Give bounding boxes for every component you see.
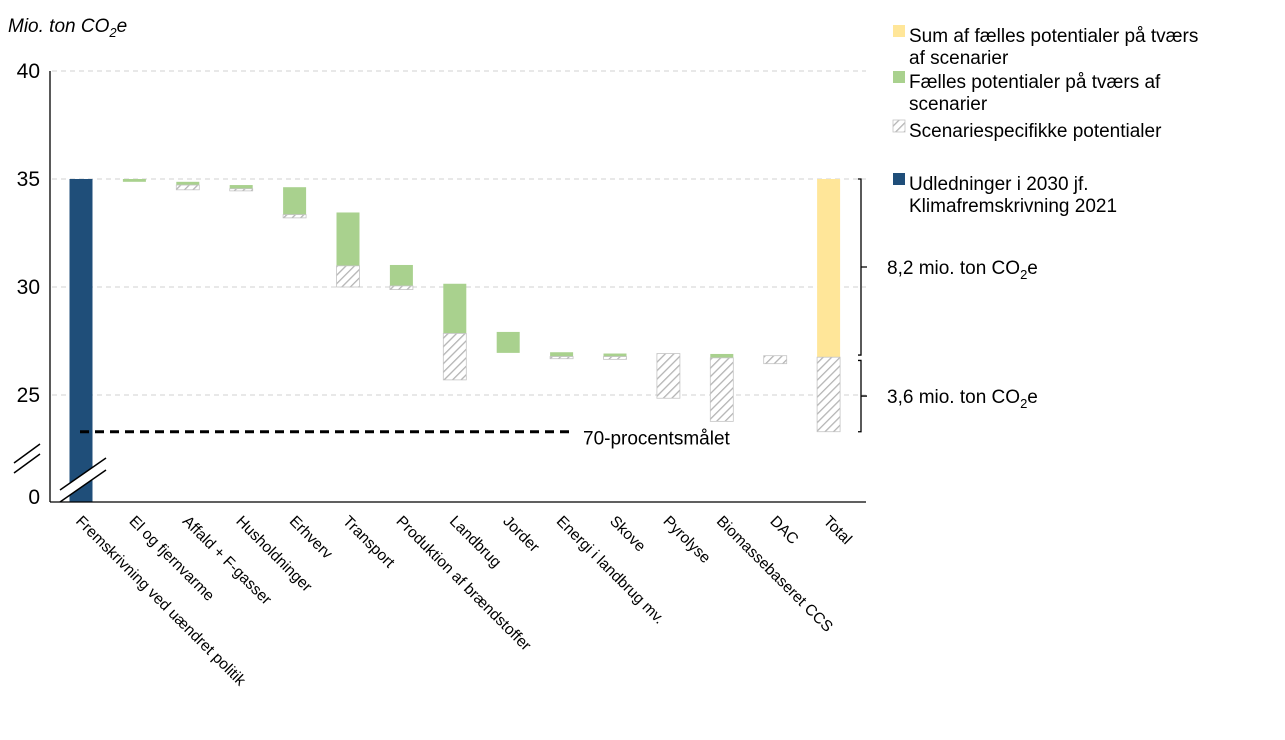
bar-specific [282,214,307,219]
bracket [858,178,867,356]
bar-common [389,264,413,286]
bar-common [443,283,467,334]
bar-common [603,353,627,357]
category-label: Total [820,513,855,548]
y-tick-label: 35 [17,168,40,191]
legend-swatch [892,119,906,133]
y-tick-label: 0 [28,486,40,509]
bar-specific [229,188,254,192]
legend-swatch [893,71,905,83]
legend-label: af scenarier [909,48,1009,69]
brackets: 8,2 mio. ton CO2e 3,6 mio. ton CO2e [858,178,1038,433]
category-label: Skove [606,513,648,555]
bar-specific [389,285,414,290]
y-tick-labels: 40 35 30 25 0 [17,60,40,509]
category-label: Transport [339,513,398,572]
bar-common [710,353,734,358]
category-label: Erhverv [286,513,336,563]
legend-label: Scenariespecifikke potentialer [909,121,1162,142]
bar-common [336,212,360,266]
bar-common [283,187,307,215]
bar-common [176,181,200,186]
bar-specific [175,184,200,191]
bar-specific [656,353,681,399]
bar-common [122,179,146,182]
bracket-label: 8,2 mio. ton CO2e [887,258,1038,282]
legend-label: Udledninger i 2030 jf. [909,174,1089,195]
bar-specific [763,355,788,365]
bar-total-sum [817,179,841,358]
bar-base [69,179,93,502]
category-label: Pyrolyse [660,513,714,567]
y-tick-label: 30 [17,276,40,299]
bar-specific [603,356,627,360]
bar-common [550,352,574,357]
y-axis-title: Mio. ton CO2e [8,16,127,40]
bar-specific [336,265,360,288]
bars [69,179,841,502]
bar-specific [549,356,574,360]
y-tick-label: 25 [17,384,40,407]
category-label: Energi i landbrug mv. [553,513,668,628]
bracket-label: 3,6 mio. ton CO2e [887,387,1038,411]
bracket [858,359,867,433]
bar-common [229,185,253,191]
bar-specific [442,333,467,381]
target-line-label: 70-procentsmålet [583,429,731,450]
category-label: Jorder [499,513,542,556]
category-label: DAC [766,513,801,548]
legend-swatch [893,25,905,37]
category-label: Affald + F-gasser [179,513,275,609]
axis-break-marker [13,443,107,503]
legend-swatch [893,173,905,185]
y-tick-label: 40 [17,60,40,83]
bar-common [496,331,520,353]
legend-label: scenarier [909,94,988,115]
legend-label: Sum af fælles potentialer på tværs [909,26,1198,47]
legend-label: Fælles potentialer på tværs af [909,72,1161,93]
legend-label: Klimafremskrivning 2021 [909,196,1117,217]
bar-total-specific [816,356,841,433]
bar-specific [709,357,734,422]
